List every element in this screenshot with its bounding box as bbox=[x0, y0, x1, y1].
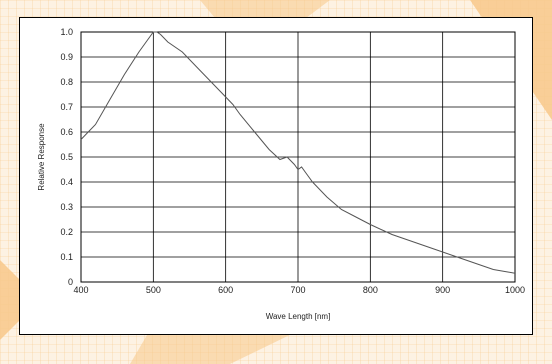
y-tick-label: 0.5 bbox=[60, 152, 73, 162]
y-tick-label: 0.3 bbox=[60, 202, 73, 212]
y-tick-label: 1.0 bbox=[60, 27, 73, 37]
grid-lines bbox=[80, 31, 516, 283]
x-tick-label: 600 bbox=[218, 285, 233, 295]
x-tick-label: 400 bbox=[73, 285, 88, 295]
x-tick-label: 900 bbox=[435, 285, 450, 295]
y-tick-label: 0.2 bbox=[60, 227, 73, 237]
x-tick-label: 1000 bbox=[505, 285, 525, 295]
plot-frame bbox=[80, 31, 516, 283]
y-tick-label: 0 bbox=[68, 277, 73, 287]
y-tick-label: 0.6 bbox=[60, 127, 73, 137]
x-tick-label: 800 bbox=[363, 285, 378, 295]
y-tick-label: 0.9 bbox=[60, 52, 73, 62]
x-tick-label: 500 bbox=[146, 285, 161, 295]
y-tick-label: 0.4 bbox=[60, 177, 73, 187]
x-tick-labels: 400 500 600 700 800 900 1000 bbox=[73, 285, 525, 295]
series-line bbox=[80, 31, 516, 274]
x-axis-label: Wave Length [nm] bbox=[266, 312, 331, 321]
y-tick-labels: 0 0.1 0.2 0.3 0.4 0.5 0.6 0.7 0.8 0.9 1.0 bbox=[60, 27, 73, 287]
y-tick-label: 0.7 bbox=[60, 102, 73, 112]
y-axis-label: Relative Response bbox=[37, 123, 46, 191]
y-tick-label: 0.1 bbox=[60, 252, 73, 262]
x-tick-label: 700 bbox=[290, 285, 305, 295]
y-tick-label: 0.8 bbox=[60, 77, 73, 87]
